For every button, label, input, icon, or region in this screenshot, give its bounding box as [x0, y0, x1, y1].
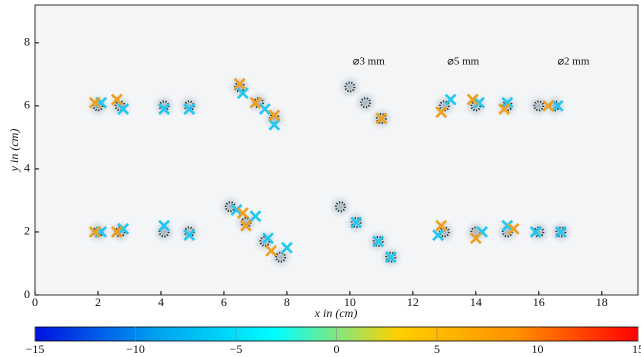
intensity-blob [86, 220, 110, 244]
intensity-blob [152, 94, 176, 118]
colorbar-tick-label: 0 [334, 342, 340, 356]
intensity-blob [464, 220, 488, 244]
plot-area [35, 5, 638, 295]
colorbar-tick-label: 10 [532, 342, 544, 356]
colorbar-tick-label: −10 [126, 342, 145, 356]
intensity-blob [527, 220, 551, 244]
y-tick-label: 6 [24, 98, 30, 112]
intensity-blob [177, 220, 201, 244]
annotation: ⌀2 mm [557, 55, 589, 67]
x-tick-label: 16 [533, 295, 545, 309]
x-tick-label: 12 [407, 295, 419, 309]
x-tick-label: 2 [95, 295, 101, 309]
chart: x in (cm) y in (cm) 02468101214161802468… [0, 0, 641, 357]
y-tick-label: 8 [24, 35, 30, 49]
x-tick-label: 8 [284, 295, 290, 309]
x-tick-label: 6 [221, 295, 227, 309]
x-tick-label: 0 [32, 295, 38, 309]
y-tick-label: 0 [24, 287, 30, 301]
colorbar-tick-label: 15 [632, 342, 641, 356]
y-tick-label: 2 [24, 224, 30, 238]
intensity-blob [543, 94, 567, 118]
x-tick-label: 14 [470, 295, 482, 309]
colorbar-tick-label: 5 [434, 342, 440, 356]
colorbar-tick-label: −15 [26, 342, 45, 356]
intensity-blob [152, 220, 176, 244]
x-tick-label: 18 [596, 295, 608, 309]
annotation: ⌀3 mm [353, 55, 385, 67]
annotation: ⌀5 mm [447, 55, 479, 67]
intensity-blob [177, 94, 201, 118]
colorbar-tick-label: −5 [230, 342, 243, 356]
y-tick-label: 4 [24, 161, 30, 175]
x-tick-label: 4 [158, 295, 164, 309]
y-axis-label: y in (cm) [7, 129, 21, 173]
x-tick-label: 10 [344, 295, 356, 309]
